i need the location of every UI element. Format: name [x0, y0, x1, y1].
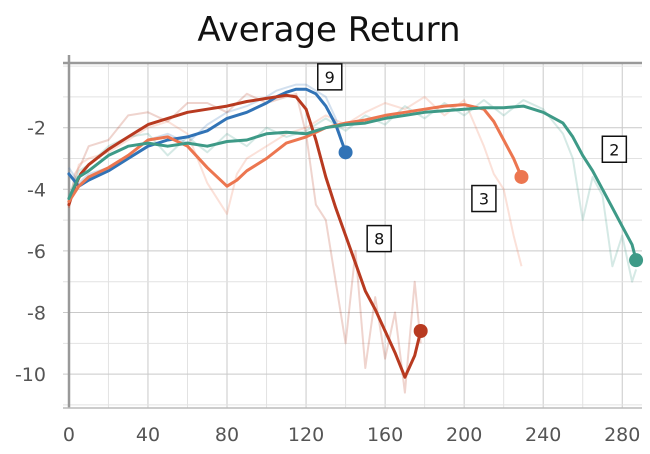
y-tick-label: -8	[27, 303, 46, 325]
series-tag-label: 9	[325, 68, 335, 87]
series-8-end-marker	[413, 323, 428, 338]
x-tick-label: 80	[215, 424, 239, 446]
chart-title: Average Return	[197, 10, 460, 50]
end-marker-layer	[338, 145, 644, 338]
y-tick-label: -6	[27, 241, 46, 263]
series-9-line	[67, 87, 348, 188]
series-tag-box	[317, 63, 343, 91]
series-2-end-marker	[629, 253, 644, 268]
series-3-line	[67, 103, 523, 204]
series-tag-layer: 9 8 3 2	[317, 63, 628, 253]
x-tick-label: 200	[446, 424, 482, 446]
series-tag-label: 3	[479, 190, 489, 209]
smoothed-series-layer	[67, 87, 638, 379]
series-tag-box	[366, 224, 392, 253]
series-2-line	[67, 104, 638, 262]
series-3-raw-line	[67, 95, 523, 267]
x-tick-label: 240	[525, 424, 561, 446]
series-9-end-marker	[338, 145, 353, 160]
series-9-tag: 9	[317, 63, 343, 91]
series-3-end-marker	[514, 169, 529, 184]
x-tick-label: 120	[288, 424, 324, 446]
y-tick-label: -4	[27, 179, 46, 201]
y-tick-label: -2	[27, 118, 46, 140]
x-axis-ticks: 0 40 80 120 160 200 240 280	[63, 424, 640, 446]
plot-area: 9 8 3 2	[63, 55, 644, 409]
series-2-raw-line	[67, 99, 638, 283]
y-tick-label: -10	[15, 364, 46, 386]
series-2-tag: 2	[601, 135, 628, 163]
x-tick-label: 160	[367, 424, 403, 446]
x-tick-label: 40	[136, 424, 160, 446]
series-tag-label: 2	[609, 140, 619, 159]
series-tag-label: 8	[374, 230, 384, 249]
series-tag-box	[471, 184, 497, 213]
x-tick-label: 280	[604, 424, 640, 446]
series-tag-box	[601, 135, 628, 163]
raw-series-layer	[67, 83, 638, 394]
y-axis-ticks: -2 -4 -6 -8 -10	[15, 118, 46, 386]
series-8-line	[67, 93, 423, 379]
grid	[63, 55, 642, 409]
series-3-tag: 3	[471, 184, 497, 213]
x-tick-label: 0	[63, 424, 75, 446]
series-8-tag: 8	[366, 224, 392, 253]
